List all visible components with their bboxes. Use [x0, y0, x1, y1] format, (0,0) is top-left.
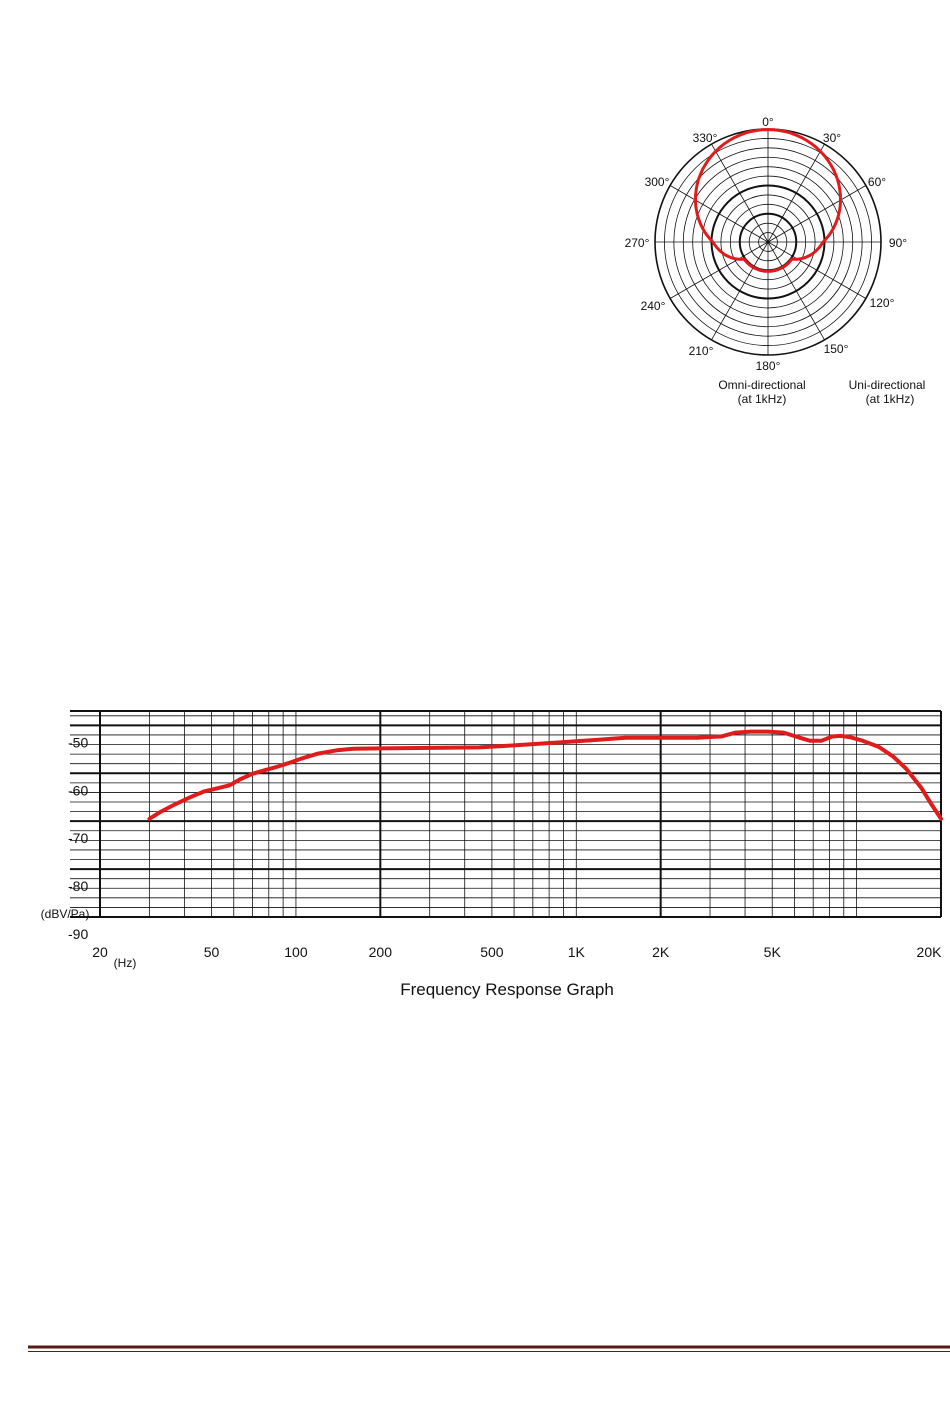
frequency-grid [70, 710, 942, 918]
polar-angle-label: 240° [641, 299, 666, 313]
polar-angle-label: 90° [889, 236, 907, 250]
y-tick-labels: -50 -60 -70 -80 -90 [68, 734, 88, 942]
x-tick-label: 500 [480, 944, 504, 960]
frequency-response-chart: -50 -60 -70 -80 -90 20 50 100 200 500 1K 2K 5K 20K (… [41, 710, 943, 999]
polar-spoke [767, 241, 825, 341]
frequency-response-curve [147, 729, 943, 821]
polar-spoke [767, 241, 867, 299]
chart-title: Frequency Response Graph [400, 980, 614, 999]
legend-uni-line2: (at 1kHz) [866, 392, 915, 406]
x-tick-label: 20 [92, 944, 108, 960]
x-axis-unit: (Hz) [114, 956, 137, 970]
x-tick-label: 1K [568, 944, 586, 960]
legend-uni-line1: Uni-directional [849, 378, 926, 392]
polar-angle-label: 330° [693, 131, 718, 145]
x-tick-label: 5K [764, 944, 782, 960]
polar-angle-label: 150° [824, 342, 849, 356]
polar-angle-label: 210° [689, 344, 714, 358]
x-tick-label: 50 [204, 944, 220, 960]
polar-grid-spokes [655, 129, 881, 355]
x-tick-label: 20K [917, 944, 943, 960]
polar-angle-labels: 0° 30° 60° 90° 120° 150° 180° 210° 240° 270° 300° 3… [625, 115, 908, 373]
y-axis-unit: (dBV/Pa) [41, 907, 90, 921]
y-tick-label: -80 [68, 878, 88, 894]
polar-spoke [767, 185, 867, 243]
y-tick-label: -50 [68, 734, 88, 750]
polar-spoke [669, 241, 769, 299]
x-tick-labels: 20 50 100 200 500 1K 2K 5K 20K [92, 944, 942, 960]
polar-pattern-chart: 0° 30° 60° 90° 120° 150° 180° 210° 240° 270° 300° 3… [625, 115, 926, 406]
polar-angle-label: 180° [756, 359, 781, 373]
y-tick-label: -60 [68, 782, 88, 798]
polar-angle-label: 300° [645, 175, 670, 189]
polar-pattern-curve [693, 128, 843, 273]
polar-spoke [711, 143, 769, 243]
polar-angle-label: 30° [823, 131, 841, 145]
polar-angle-label: 0° [762, 115, 774, 129]
polar-spoke [711, 241, 769, 341]
footer-divider [28, 1345, 950, 1352]
y-tick-label: -70 [68, 830, 88, 846]
x-tick-label: 2K [652, 944, 670, 960]
polar-spoke [767, 143, 825, 243]
y-tick-label: -90 [68, 926, 88, 942]
x-tick-label: 200 [369, 944, 393, 960]
legend-omni-line1: Omni-directional [718, 378, 805, 392]
polar-angle-label: 60° [868, 175, 886, 189]
polar-spoke [669, 185, 769, 243]
polar-angle-label: 270° [625, 236, 650, 250]
legend-omni-line2: (at 1kHz) [738, 392, 787, 406]
x-tick-label: 100 [284, 944, 308, 960]
polar-angle-label: 120° [870, 296, 895, 310]
